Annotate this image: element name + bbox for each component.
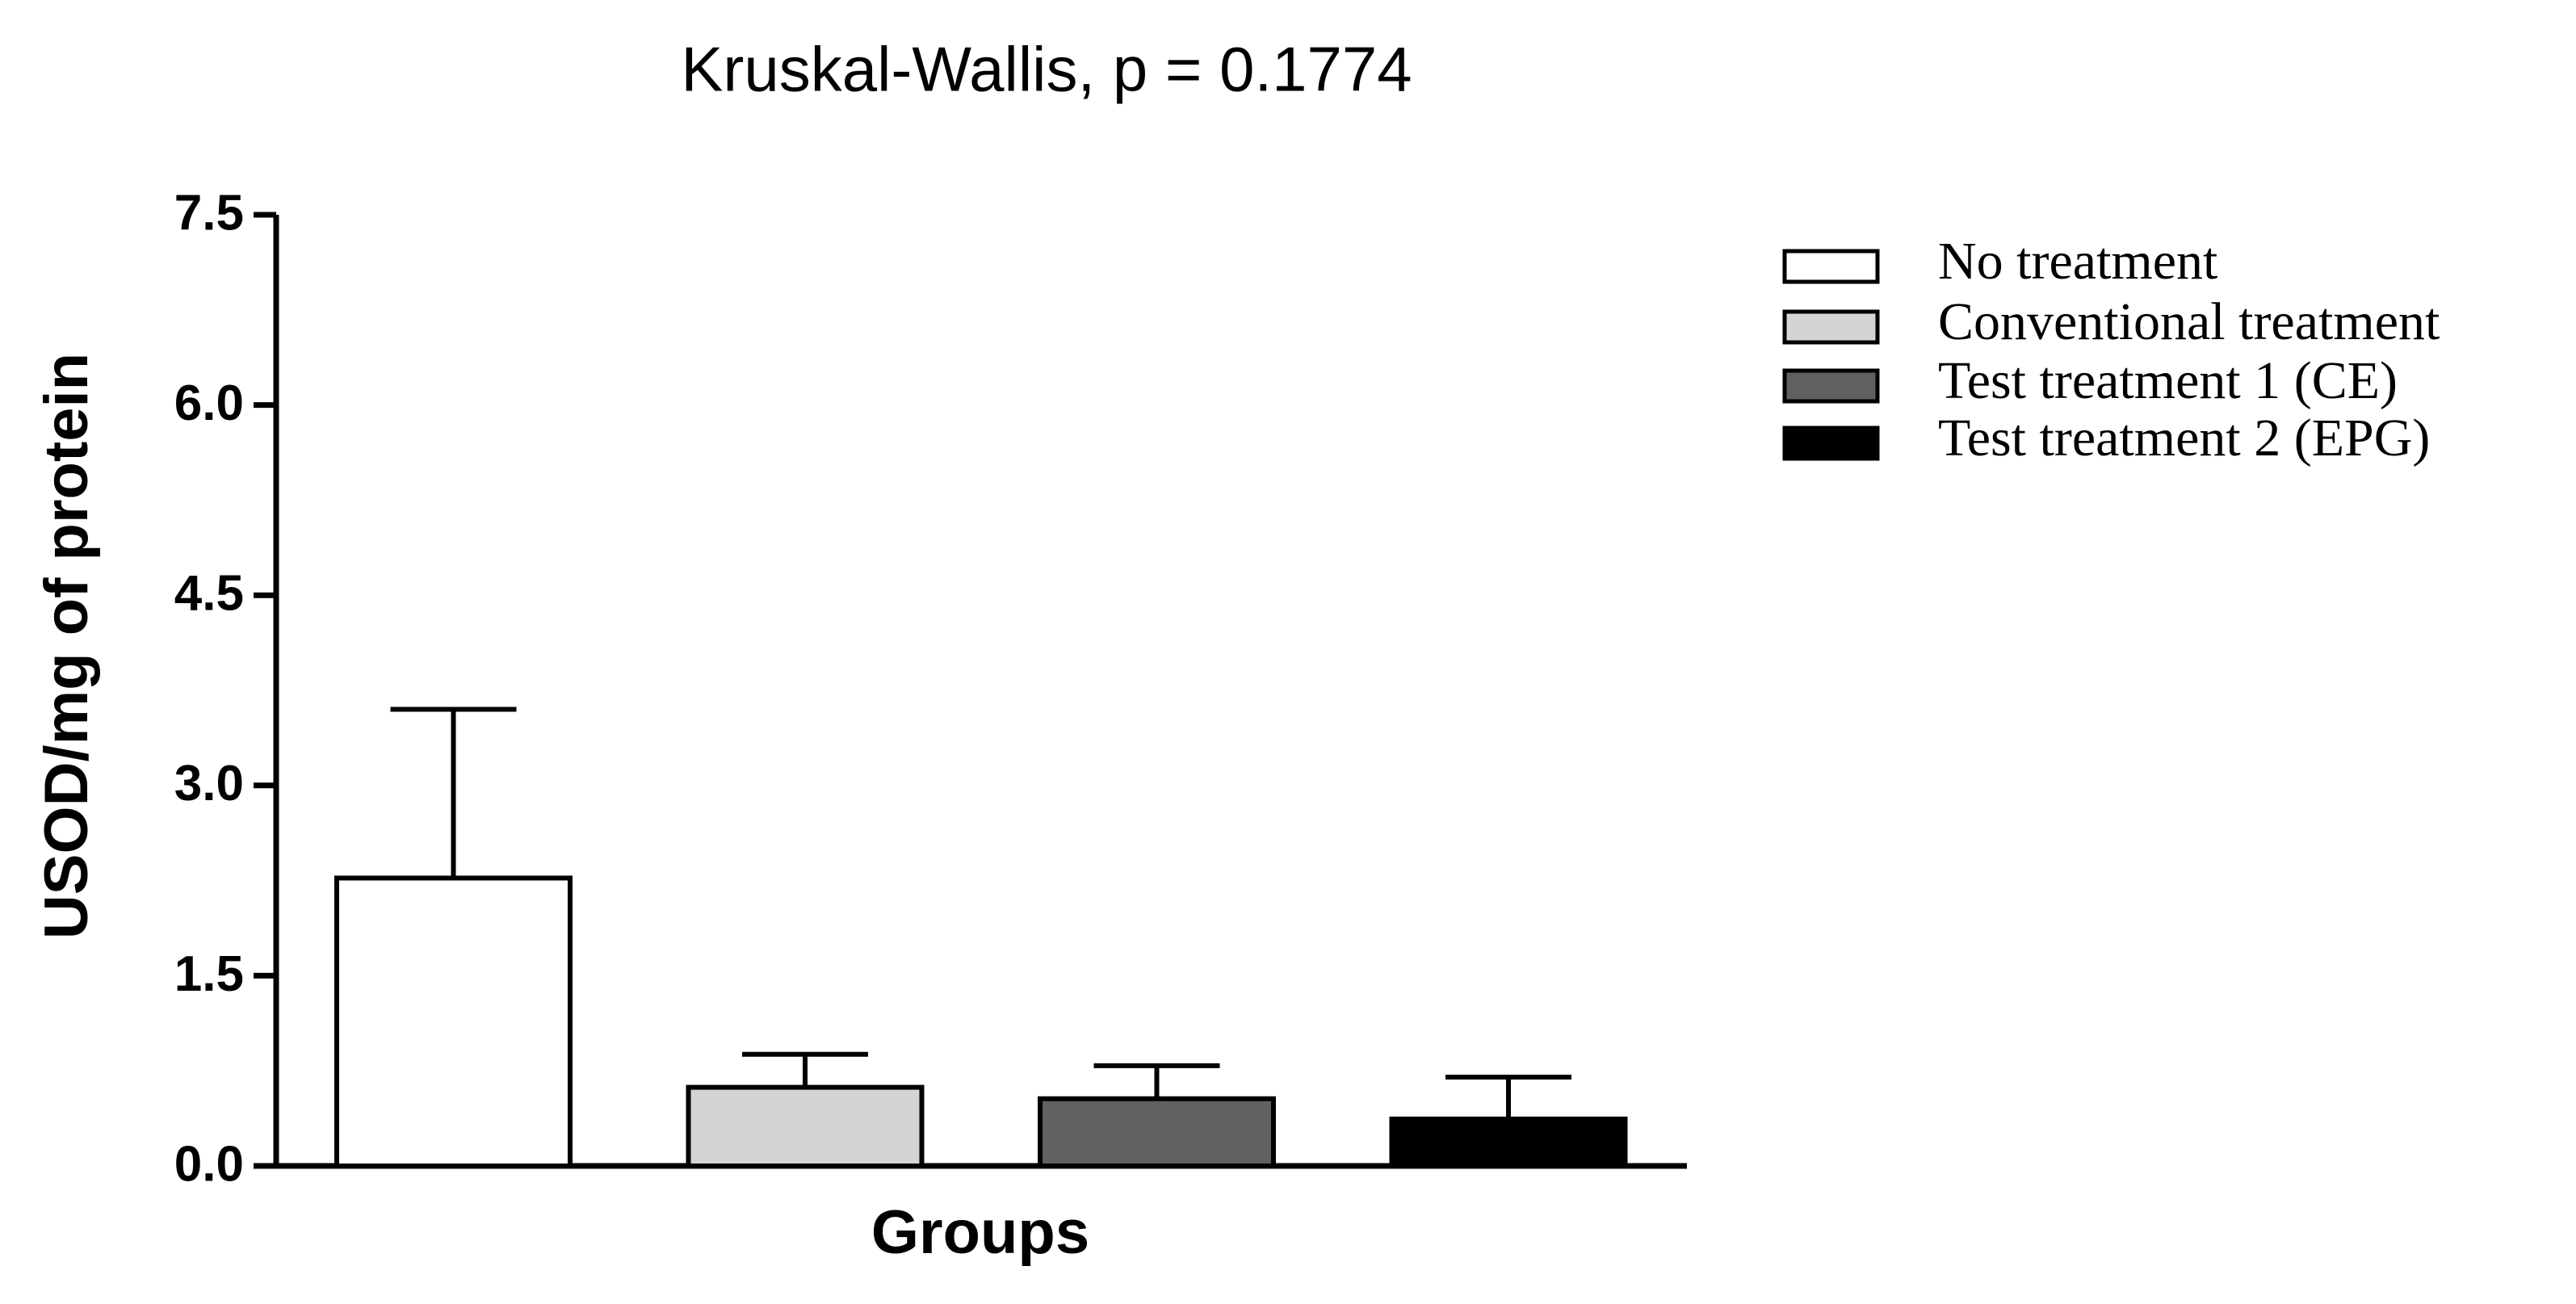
y-tick-label: 3.0	[174, 756, 244, 811]
y-axis-label: USOD/mg of protein	[32, 353, 101, 939]
legend-swatch	[1782, 368, 1880, 404]
y-tick-label: 7.5	[174, 185, 244, 241]
chart-title: Kruskal-Wallis, p = 0.1774	[681, 34, 1412, 105]
bar	[686, 1084, 925, 1168]
legend-label: Test treatment 1 (CE)	[1938, 351, 2398, 410]
y-tick-label: 4.5	[174, 566, 244, 622]
legend-label: Conventional treatment	[1938, 292, 2440, 351]
legend-swatch	[1782, 249, 1880, 284]
y-tick-label: 6.0	[174, 375, 244, 431]
y-tick-label: 0.0	[174, 1136, 244, 1192]
bar	[1389, 1116, 1628, 1169]
bar	[1038, 1096, 1276, 1168]
legend-label: No treatment	[1938, 232, 2217, 291]
bar	[334, 875, 573, 1168]
legend-swatch	[1782, 309, 1880, 345]
legend-label: Test treatment 2 (EPG)	[1938, 409, 2430, 468]
legend-swatch	[1782, 426, 1880, 461]
x-axis-label: Groups	[871, 1198, 1089, 1267]
y-tick-label: 1.5	[174, 946, 244, 1002]
